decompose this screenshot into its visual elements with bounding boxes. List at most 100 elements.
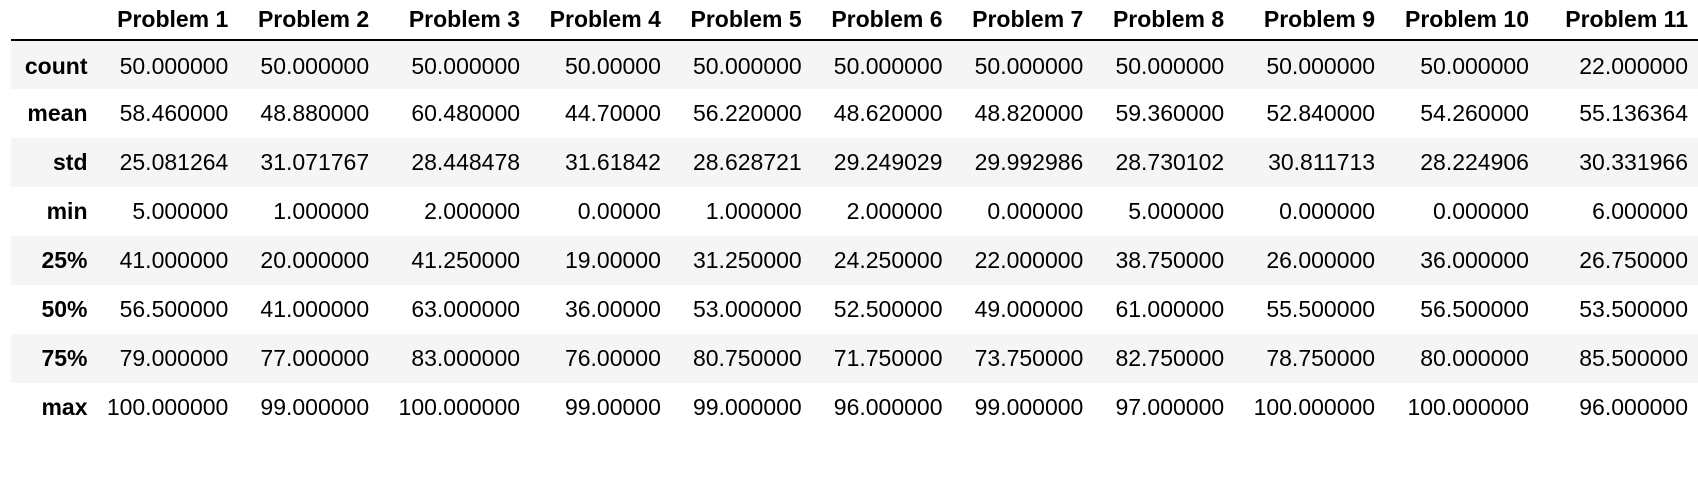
row-label: count	[24, 52, 88, 79]
table-cell: 1.000000	[273, 198, 370, 224]
table-cell: 30.331966	[1579, 149, 1688, 175]
table-cell: 100.000000	[1253, 394, 1376, 420]
table-row: 75% 79.000000 77.000000 83.000000 76.00000 80…	[11, 334, 1698, 383]
table-cell: 30.811713	[1268, 149, 1376, 175]
table-cell: 24.250000	[833, 247, 943, 273]
table-cell: 100.000000	[106, 394, 229, 420]
row-label: 25%	[41, 247, 88, 273]
column-header: Problem 6	[811, 0, 953, 41]
table-cell: 41.000000	[119, 247, 229, 273]
table-cell: 2.000000	[846, 198, 943, 224]
table-cell: 80.750000	[692, 345, 802, 371]
row-label: 50%	[41, 296, 88, 322]
table-cell: 100.000000	[398, 394, 521, 420]
table-row: 25% 41.000000 20.000000 41.250000 19.00000 31…	[11, 236, 1698, 285]
table-cell: 53.500000	[1579, 296, 1688, 322]
table-cell: 26.000000	[1266, 247, 1376, 273]
column-header: Problem 1	[97, 0, 239, 41]
table-cell: 99.000000	[260, 394, 370, 420]
row-label: min	[46, 198, 88, 224]
column-header: Problem 5	[670, 0, 812, 41]
table-cell: 71.750000	[833, 345, 943, 371]
column-header: Problem 4	[530, 0, 671, 41]
column-header: Problem 9	[1234, 0, 1386, 41]
table-cell: 36.000000	[1420, 247, 1529, 273]
table-cell: 50.000000	[974, 52, 1084, 79]
table-cell: 20.000000	[260, 247, 370, 273]
table-cell: 52.500000	[833, 296, 943, 322]
column-header: Problem 7	[952, 0, 1094, 41]
table-cell: 5.000000	[132, 198, 229, 224]
table-cell: 50.000000	[260, 52, 370, 79]
table-cell: 59.360000	[1115, 100, 1225, 126]
table-cell: 58.460000	[119, 100, 229, 126]
table-cell: 48.620000	[833, 100, 943, 126]
table-cell: 99.00000	[564, 394, 661, 420]
table-cell: 22.000000	[1579, 52, 1688, 79]
table-row: count 50.000000 50.000000 50.000000 50.00000…	[11, 40, 1698, 89]
table-cell: 26.750000	[1579, 247, 1688, 273]
table-cell: 85.500000	[1579, 345, 1688, 371]
table-cell: 56.220000	[692, 100, 802, 126]
table-cell: 38.750000	[1115, 247, 1225, 273]
table-cell: 80.000000	[1420, 345, 1529, 371]
table-header: Problem 1 Problem 2 Problem 3 Problem 4 Prob…	[11, 0, 1698, 41]
table-cell: 31.250000	[692, 247, 802, 273]
table-row: std 25.081264 31.071767 28.448478 31.61842 28…	[11, 138, 1698, 187]
table-cell: 55.136364	[1579, 100, 1688, 126]
table-cell: 22.000000	[974, 247, 1084, 273]
table-cell: 36.00000	[564, 296, 661, 322]
summary-statistics-table: Problem 1 Problem 2 Problem 3 Problem 4 Prob…	[11, 0, 1698, 432]
table-row: 50% 56.500000 41.000000 63.000000 36.00000 53…	[11, 285, 1698, 334]
table-cell: 31.071767	[260, 149, 370, 175]
table-row: mean 58.460000 48.880000 60.480000 44.70000 5…	[11, 89, 1698, 138]
column-header: Problem 11	[1538, 0, 1698, 41]
table-cell: 99.000000	[974, 394, 1084, 420]
table-cell: 63.000000	[411, 296, 521, 322]
table-cell: 50.000000	[1115, 52, 1225, 79]
table-cell: 2.000000	[424, 198, 521, 224]
table-cell: 0.000000	[1433, 198, 1529, 224]
table-cell: 100.000000	[1407, 394, 1529, 420]
row-label: max	[41, 394, 88, 420]
table-cell: 76.00000	[564, 345, 661, 371]
table-cell: 31.61842	[564, 149, 661, 175]
column-header: Problem 10	[1385, 0, 1539, 41]
table-cell: 79.000000	[119, 345, 229, 371]
table-cell: 56.500000	[1420, 296, 1529, 322]
column-header: Problem 3	[379, 0, 531, 41]
table-cell: 19.00000	[564, 247, 661, 273]
table-cell: 96.000000	[833, 394, 943, 420]
table-cell: 97.000000	[1115, 394, 1225, 420]
table-cell: 49.000000	[974, 296, 1084, 322]
table-cell: 78.750000	[1266, 345, 1376, 371]
table-cell: 50.000000	[411, 52, 521, 79]
table-cell: 25.081264	[119, 149, 229, 175]
row-label: std	[53, 149, 88, 175]
table-cell: 50.000000	[1266, 52, 1376, 79]
table-cell: 96.000000	[1579, 394, 1688, 420]
table-cell: 44.70000	[564, 100, 661, 126]
table-cell: 53.000000	[692, 296, 802, 322]
table-cell: 0.00000	[577, 198, 661, 224]
table-row: min 5.000000 1.000000 2.000000 0.00000 1.0000…	[11, 187, 1698, 236]
table-body: count 50.000000 50.000000 50.000000 50.00000…	[11, 40, 1698, 432]
table-cell: 61.000000	[1115, 296, 1225, 322]
row-label: 75%	[41, 345, 88, 371]
table-cell: 0.000000	[1279, 198, 1376, 224]
table-cell: 28.628721	[692, 149, 802, 175]
index-header	[11, 0, 98, 41]
table-cell: 29.249029	[833, 149, 943, 175]
table-cell: 82.750000	[1115, 345, 1225, 371]
table-cell: 50.000000	[119, 52, 229, 79]
column-header: Problem 2	[238, 0, 380, 41]
table-cell: 54.260000	[1420, 100, 1529, 126]
table-cell: 77.000000	[260, 345, 370, 371]
table-cell: 1.000000	[705, 198, 802, 224]
table-cell: 41.250000	[411, 247, 521, 273]
table-cell: 28.448478	[411, 149, 521, 175]
table-cell: 52.840000	[1266, 100, 1376, 126]
table-cell: 60.480000	[411, 100, 521, 126]
table-cell: 73.750000	[974, 345, 1084, 371]
